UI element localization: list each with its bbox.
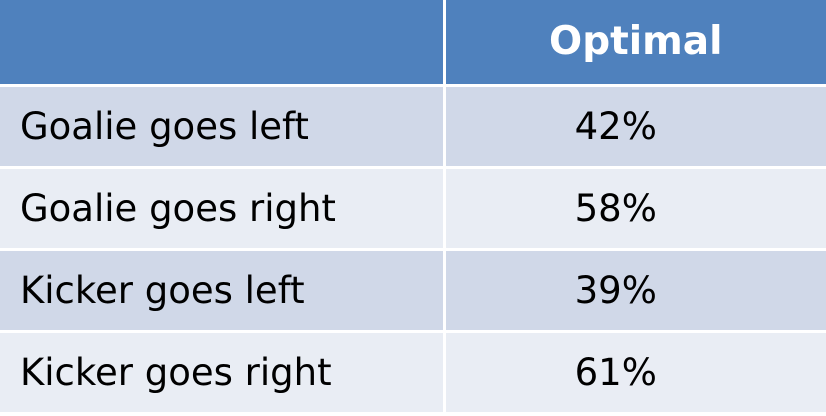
table-row: Goalie goes left 42% [0, 85, 826, 169]
table-row: Kicker goes right 61% [0, 331, 826, 415]
header-corner-cell [0, 0, 446, 87]
row-value: 61% [444, 331, 826, 415]
header-row: Optimal [0, 0, 826, 87]
table-row: Kicker goes left 39% [0, 249, 826, 333]
row-label: Goalie goes right [0, 167, 446, 251]
table-row: Goalie goes right 58% [0, 167, 826, 251]
row-value: 39% [444, 249, 826, 333]
row-label: Kicker goes left [0, 249, 446, 333]
row-label: Kicker goes right [0, 331, 446, 415]
header-optimal: Optimal [444, 0, 826, 87]
row-value: 58% [444, 167, 826, 251]
row-value: 42% [444, 85, 826, 169]
row-label: Goalie goes left [0, 85, 446, 169]
